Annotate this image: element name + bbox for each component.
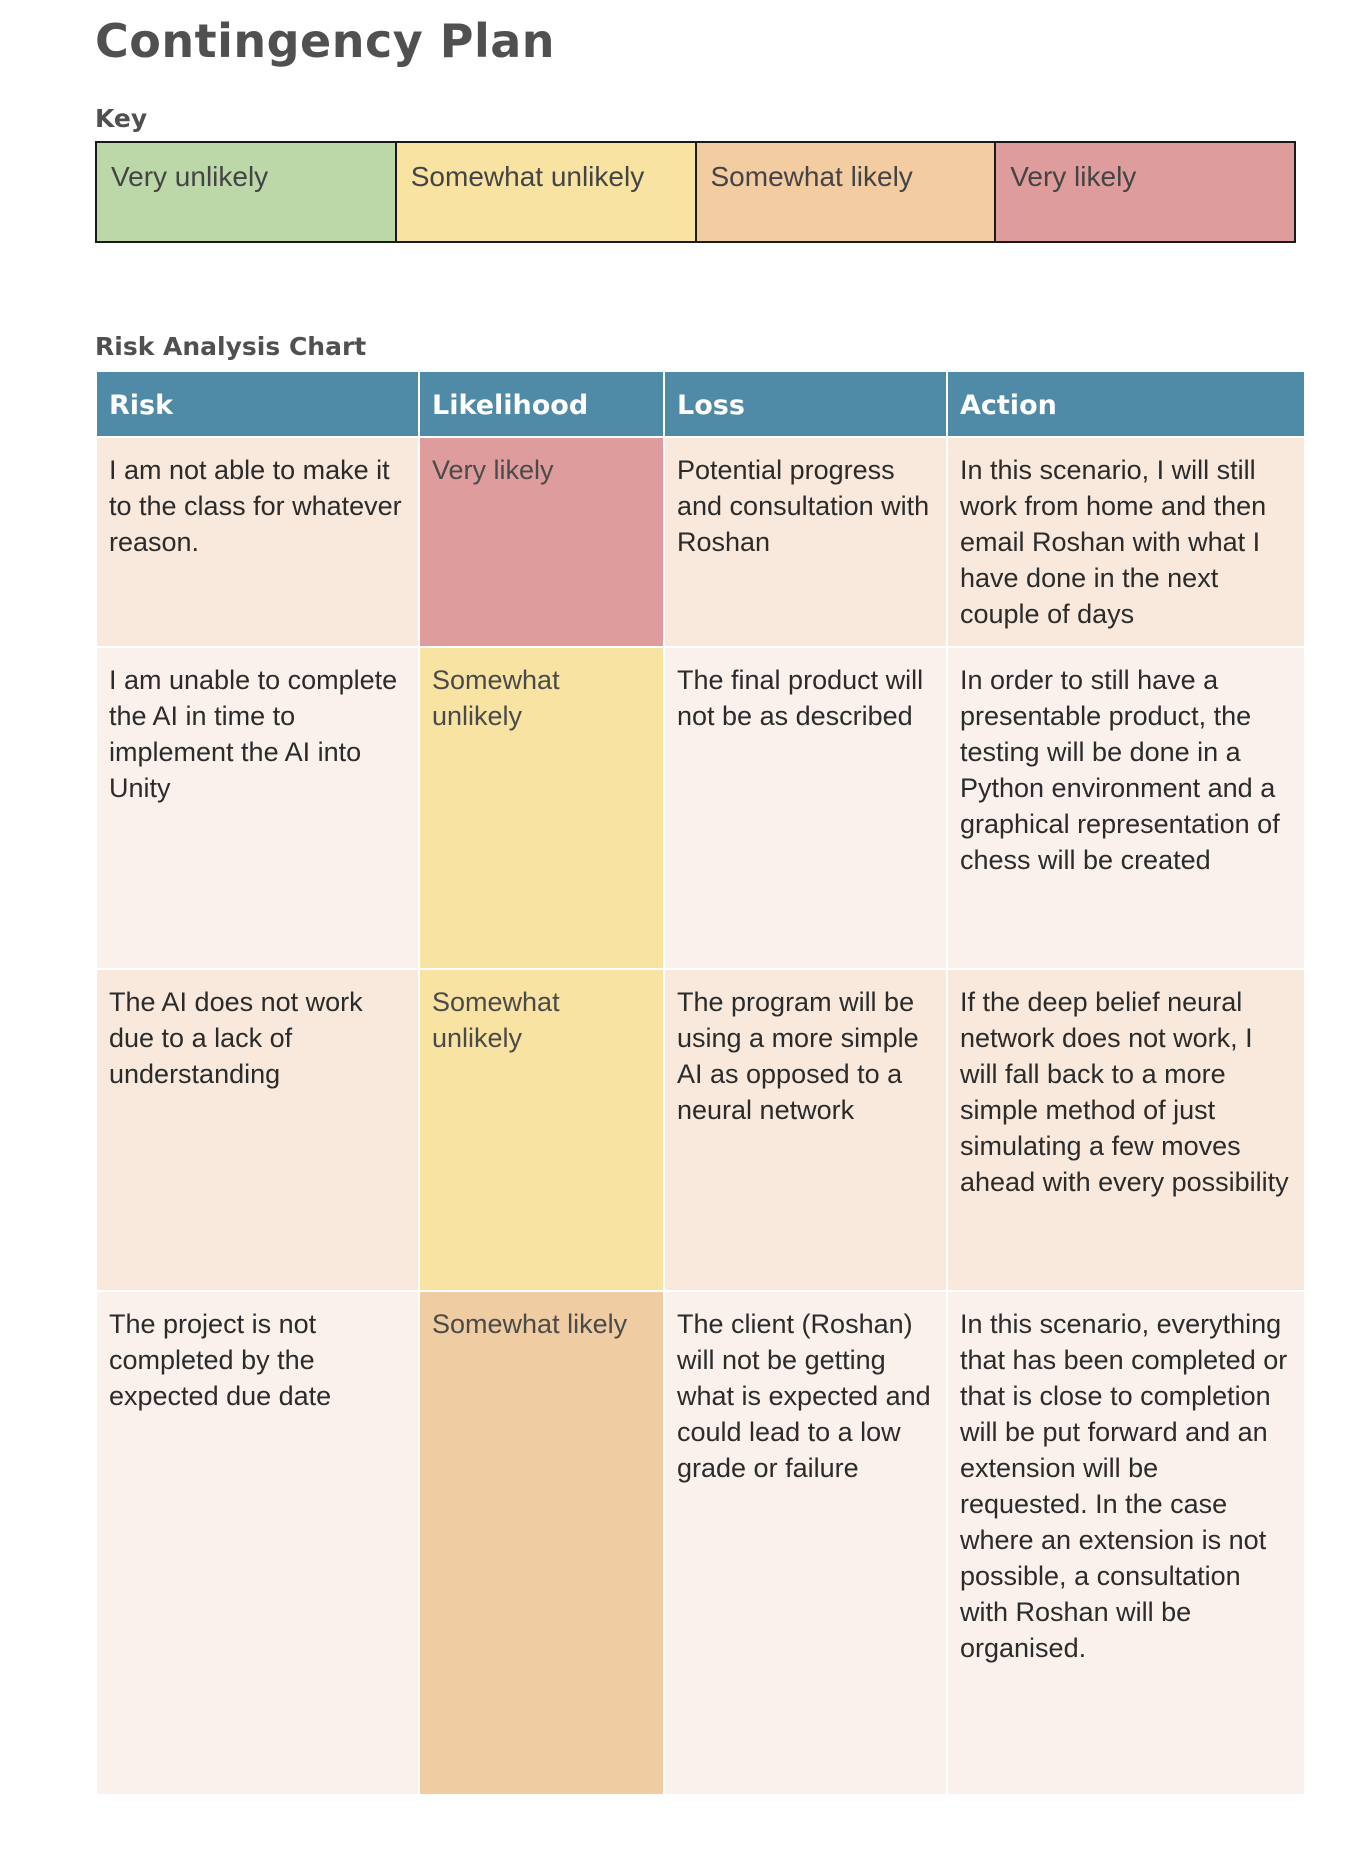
key-very-likely: Very likely <box>994 141 1296 243</box>
page-title: Contingency Plan <box>95 14 556 68</box>
table-row: I am not able to make it to the class fo… <box>95 436 1306 648</box>
action-cell: In this scenario, I will still work from… <box>946 436 1306 648</box>
likelihood-cell: Very likely <box>418 436 665 648</box>
risk-cell: The AI does not work due to a lack of un… <box>95 968 420 1292</box>
likelihood-cell: Somewhat likely <box>418 1290 665 1796</box>
table-row: The AI does not work due to a lack of un… <box>95 968 1306 1292</box>
action-cell: In this scenario, everything that has be… <box>946 1290 1306 1796</box>
likelihood-key: Very unlikely Somewhat unlikely Somewhat… <box>95 141 1296 243</box>
loss-cell: Potential progress and consultation with… <box>663 436 948 648</box>
table-row: I am unable to complete the AI in time t… <box>95 646 1306 970</box>
risk-chart-heading: Risk Analysis Chart <box>95 332 367 361</box>
key-heading: Key <box>95 104 148 133</box>
risk-cell: I am unable to complete the AI in time t… <box>95 646 420 970</box>
action-cell: If the deep belief neural network does n… <box>946 968 1306 1292</box>
loss-cell: The program will be using a more simple … <box>663 968 948 1292</box>
key-somewhat-likely: Somewhat likely <box>694 141 997 243</box>
key-very-unlikely: Very unlikely <box>95 141 397 243</box>
table-row: The project is not completed by the expe… <box>95 1290 1306 1796</box>
column-header-loss: Loss <box>663 370 948 438</box>
table-header-row: Risk Likelihood Loss Action <box>95 370 1306 438</box>
risk-cell: I am not able to make it to the class fo… <box>95 436 420 648</box>
risk-cell: The project is not completed by the expe… <box>95 1290 420 1796</box>
action-cell: In order to still have a presentable pro… <box>946 646 1306 970</box>
column-header-likelihood: Likelihood <box>418 370 665 438</box>
likelihood-cell: Somewhat unlikely <box>418 968 665 1292</box>
key-somewhat-unlikely: Somewhat unlikely <box>394 141 697 243</box>
loss-cell: The final product will not be as describ… <box>663 646 948 970</box>
column-header-action: Action <box>946 370 1306 438</box>
loss-cell: The client (Roshan) will not be getting … <box>663 1290 948 1796</box>
column-header-risk: Risk <box>95 370 420 438</box>
risk-analysis-table: Risk Likelihood Loss Action I am not abl… <box>95 370 1306 1796</box>
likelihood-cell: Somewhat unlikely <box>418 646 665 970</box>
